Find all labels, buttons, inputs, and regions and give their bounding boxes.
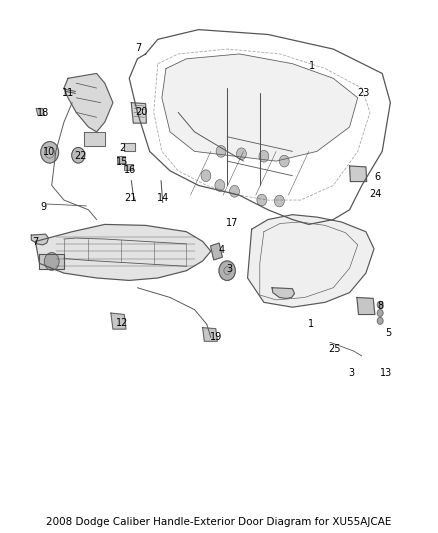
Circle shape [219,261,235,280]
Circle shape [216,146,226,157]
Bar [117,156,125,163]
Polygon shape [36,109,44,115]
Text: 9: 9 [40,203,46,212]
Text: 18: 18 [37,108,49,118]
Bar [211,243,223,260]
Text: 16: 16 [124,165,137,175]
Text: 8: 8 [377,301,383,311]
Circle shape [377,318,383,324]
Text: 1: 1 [308,319,314,329]
Circle shape [41,142,59,163]
Polygon shape [124,143,135,151]
Polygon shape [111,313,126,329]
Circle shape [237,148,246,160]
Text: 7: 7 [135,43,141,53]
Text: 25: 25 [328,344,341,353]
Polygon shape [35,224,211,280]
Circle shape [215,180,225,191]
Text: 15: 15 [116,157,129,167]
Polygon shape [357,297,375,314]
Text: 13: 13 [380,368,392,378]
Bar [117,156,125,163]
Text: 7: 7 [32,237,39,247]
Text: 10: 10 [43,147,55,157]
Polygon shape [203,328,217,341]
Circle shape [279,155,289,167]
Circle shape [257,194,267,206]
Circle shape [377,301,383,308]
Polygon shape [162,54,358,161]
Bar [124,164,133,171]
Bar [211,243,223,260]
Text: 19: 19 [210,333,222,342]
Text: 2008 Dodge Caliber Handle-Exterior Door Diagram for XU55AJCAE: 2008 Dodge Caliber Handle-Exterior Door … [46,516,392,527]
Polygon shape [85,132,105,147]
Text: 6: 6 [374,172,380,182]
Text: 5: 5 [385,328,392,337]
Circle shape [259,150,269,162]
Text: 20: 20 [135,108,148,117]
Circle shape [230,185,240,197]
Polygon shape [350,166,367,182]
Polygon shape [32,234,49,245]
Text: 22: 22 [74,151,87,161]
Text: 17: 17 [226,219,239,229]
Text: 3: 3 [349,368,355,378]
Polygon shape [64,74,113,132]
Circle shape [275,195,284,207]
Polygon shape [131,103,146,123]
Circle shape [377,310,383,317]
Text: 3: 3 [226,264,233,274]
Text: 21: 21 [124,192,137,203]
Text: 4: 4 [218,245,224,255]
Circle shape [44,253,59,270]
Polygon shape [272,288,294,298]
Text: 12: 12 [116,318,129,328]
Polygon shape [247,215,374,307]
Text: 1: 1 [309,61,315,71]
Text: 11: 11 [62,88,74,98]
Polygon shape [39,254,64,269]
Text: 14: 14 [157,193,169,203]
Circle shape [201,170,211,182]
Text: 23: 23 [358,88,370,98]
Bar [124,164,133,171]
Text: 24: 24 [369,189,381,199]
Text: 2: 2 [119,143,125,154]
Circle shape [72,148,85,163]
